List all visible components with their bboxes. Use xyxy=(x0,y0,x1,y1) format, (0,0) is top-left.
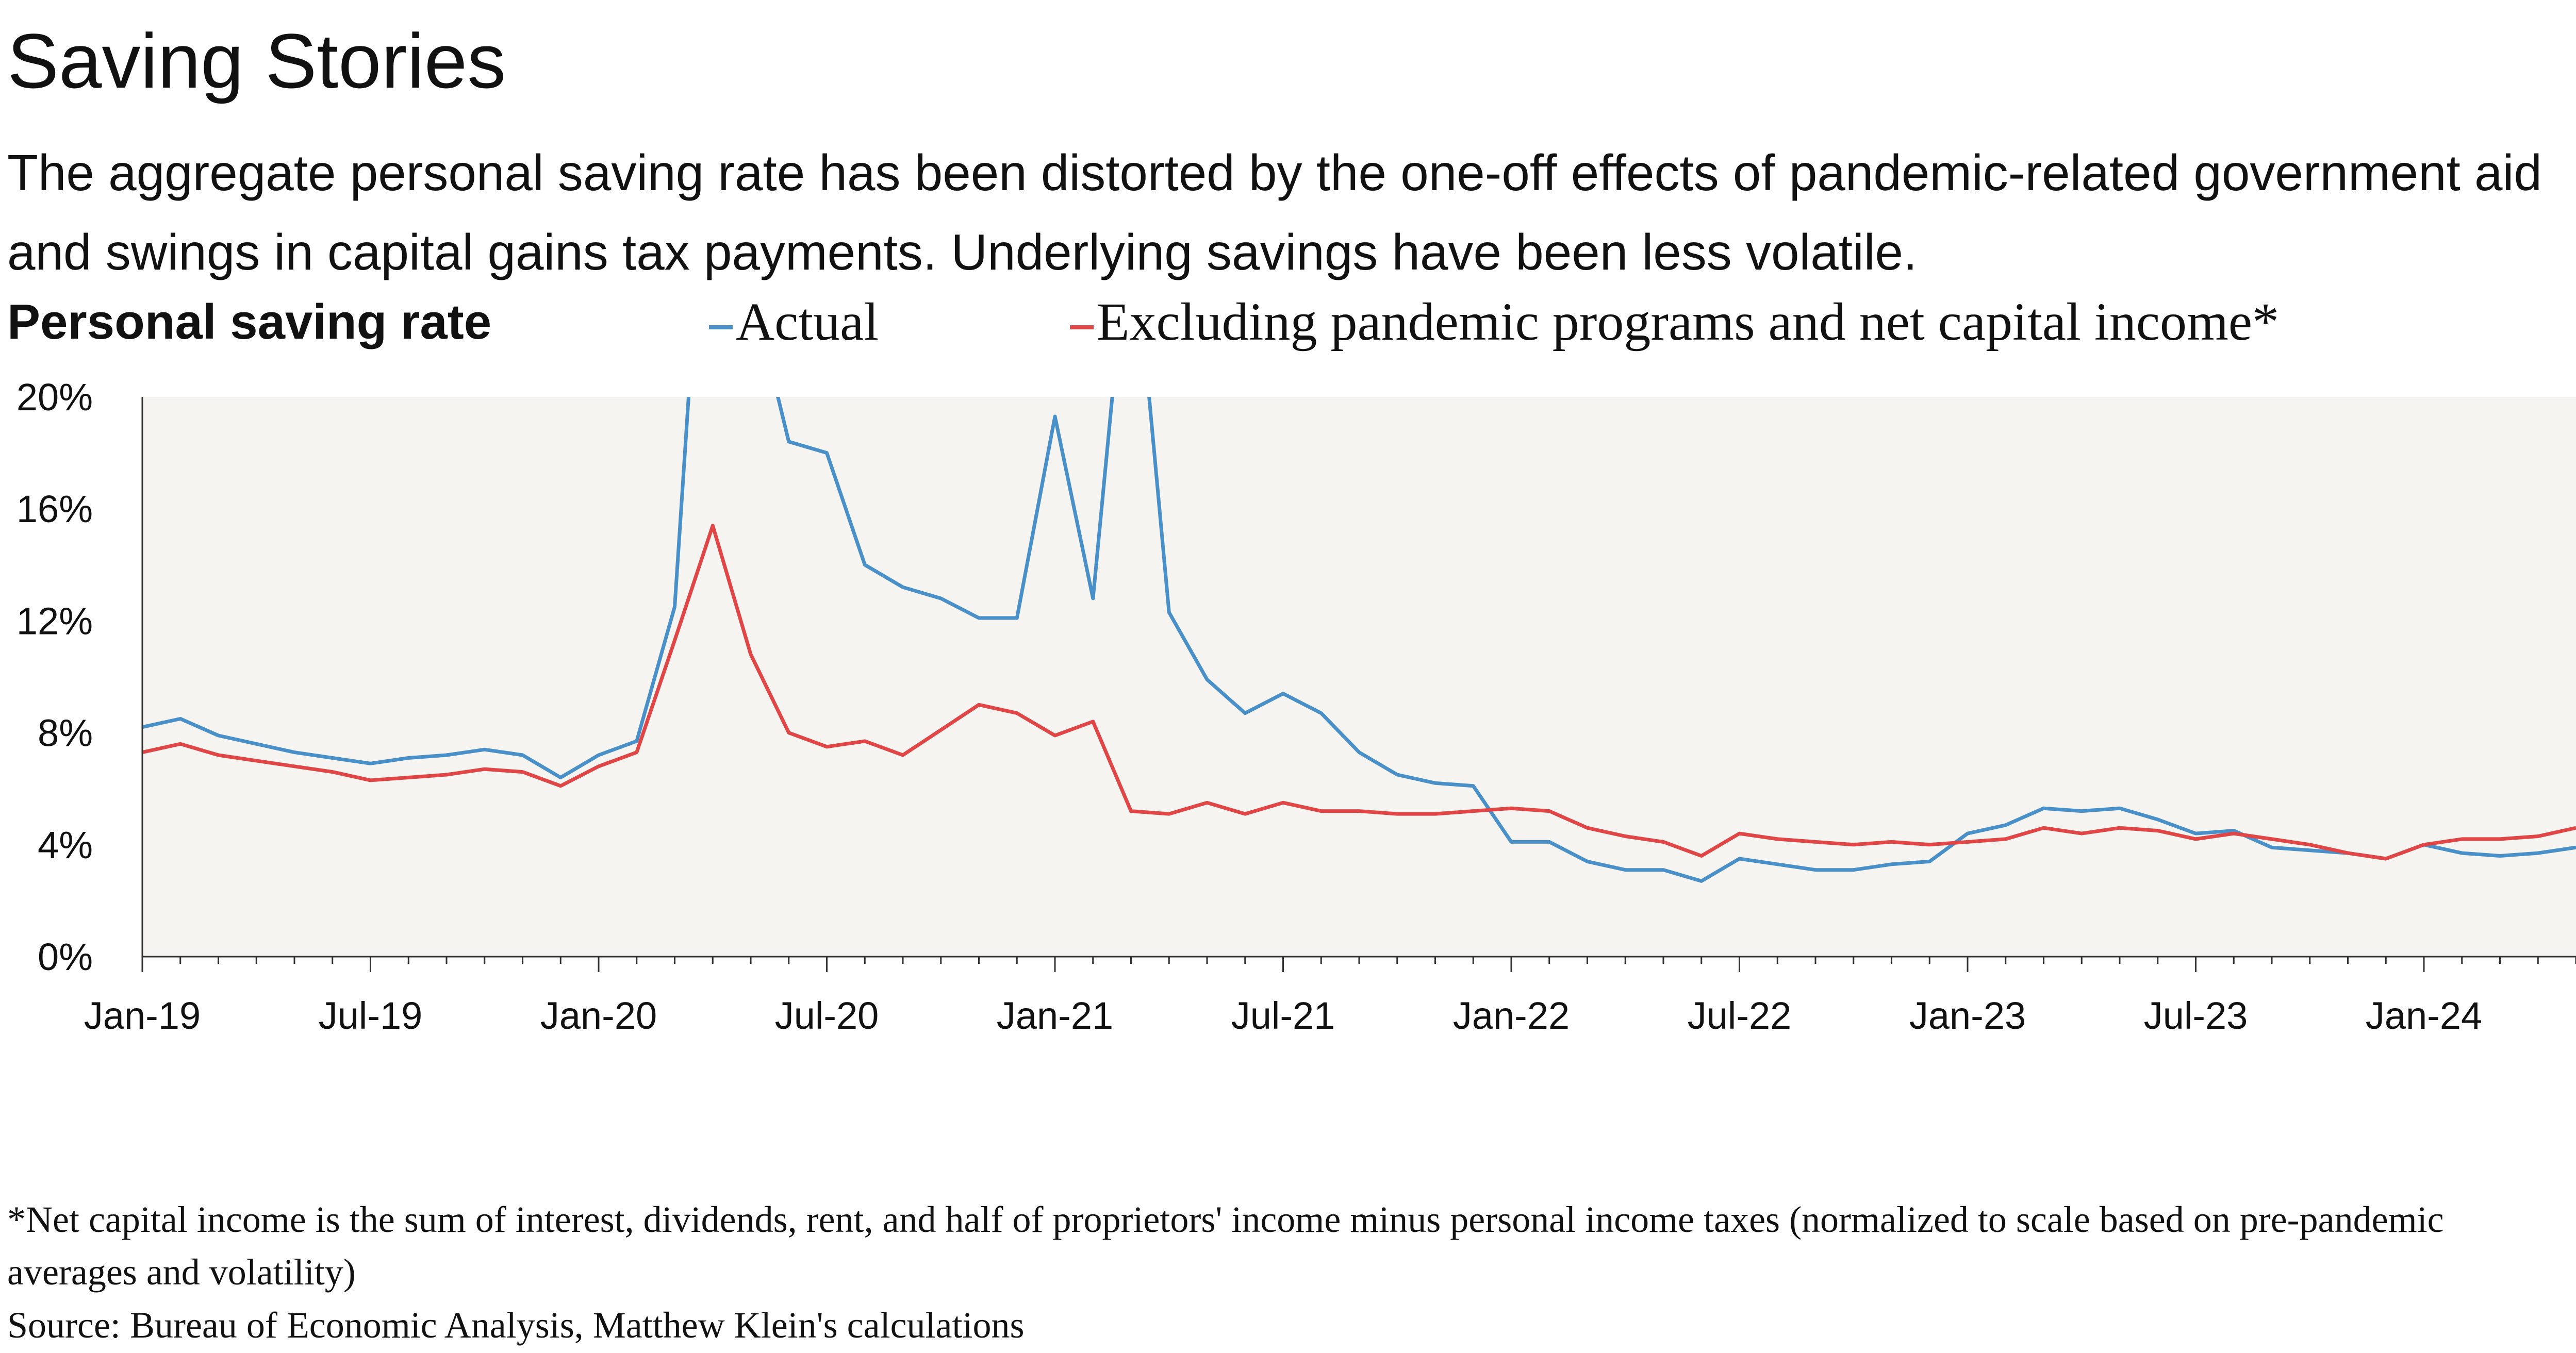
y-tick-label: 16% xyxy=(16,488,93,530)
legend-item-actual: Actual xyxy=(709,286,879,358)
y-axis-label: Personal saving rate xyxy=(7,294,492,349)
x-tick-label: Jul-23 xyxy=(2144,994,2248,1037)
x-tick-label: Jul-22 xyxy=(1688,994,1792,1037)
y-tick-label: 0% xyxy=(38,936,93,978)
legend-item-excluding: Excluding pandemic programs and net capi… xyxy=(1070,286,2279,358)
y-tick-labels: 0% 4% 8% 12% 16% 20% xyxy=(16,381,93,978)
x-tick-label: Jan-21 xyxy=(997,994,1113,1037)
series-line-actual xyxy=(142,397,2576,883)
legend-label-actual: Actual xyxy=(736,292,879,352)
x-ticks: Jan-19 Jul-19 Jan-20 Jul-20 Jan-21 Jul-21 Jan-… xyxy=(84,957,2576,1037)
series-line-excluding xyxy=(142,524,2576,861)
x-tick-label: Jan-19 xyxy=(84,994,201,1037)
plot-area xyxy=(142,397,2576,957)
series-lines xyxy=(142,397,2576,883)
y-tick-label: 12% xyxy=(16,599,93,642)
source-note: Source: Bureau of Economic Analysis, Mat… xyxy=(7,1305,1025,1346)
x-tick-label: Jul-19 xyxy=(319,994,423,1037)
line-chart: 0% 4% 8% 12% 16% 20% Jan-19 Jul-19 Jan-20 Jul-20… xyxy=(16,381,2576,1037)
legend-label-excluding: Excluding pandemic programs and net capi… xyxy=(1097,292,2280,352)
y-tick-label: 8% xyxy=(38,712,93,755)
x-tick-label: Jan-20 xyxy=(540,994,657,1037)
footnote: *Net capital income is the sum of intere… xyxy=(7,1199,2444,1293)
x-tick-label: Jul-20 xyxy=(775,994,879,1037)
x-tick-label: Jan-24 xyxy=(2366,994,2482,1037)
x-tick-label: Jan-22 xyxy=(1453,994,1570,1037)
x-tick-label: Jan-23 xyxy=(1909,994,2026,1037)
legend-swatch-excluding xyxy=(1070,325,1094,330)
chart-title: Saving Stories xyxy=(7,18,506,104)
chart-subtitle: The aggregate personal saving rate has b… xyxy=(7,144,2542,280)
x-tick-label: Jul-21 xyxy=(1231,994,1335,1037)
y-tick-label: 20% xyxy=(16,381,93,419)
y-tick-label: 4% xyxy=(38,824,93,866)
legend-swatch-actual xyxy=(709,325,733,330)
